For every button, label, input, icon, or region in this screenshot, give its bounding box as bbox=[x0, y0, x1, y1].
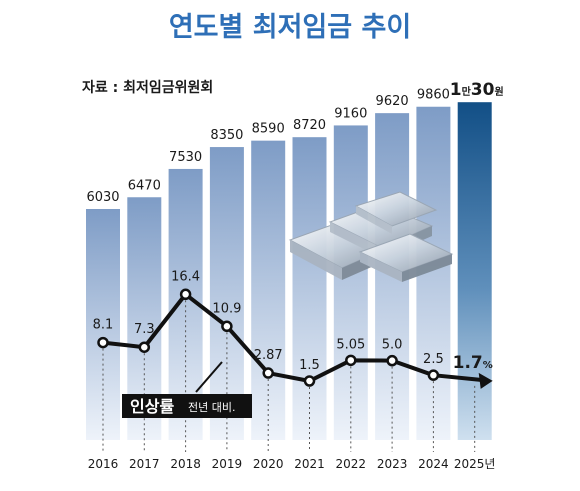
year-label: 2019 bbox=[212, 457, 243, 471]
rate-value-label: 1.7% bbox=[453, 353, 493, 373]
year-label: 2024 bbox=[418, 457, 449, 471]
dotted-guides bbox=[102, 300, 476, 452]
bar-value-label: 9860 bbox=[417, 88, 450, 103]
rate-legend: 인상률 전년 대비. bbox=[122, 361, 252, 418]
year-label: 2022 bbox=[336, 457, 367, 471]
bar-value-label: 9160 bbox=[334, 106, 367, 121]
bar-value-label: 7530 bbox=[169, 150, 202, 165]
rate-value-label: 2.5 bbox=[423, 352, 444, 367]
year-label: 2016 bbox=[88, 457, 119, 471]
rate-value-label: 16.4 bbox=[171, 269, 200, 284]
year-label: 2025년 bbox=[454, 457, 496, 471]
chart-title: 연도별 최저임금 추이 bbox=[169, 12, 411, 43]
bar-value-label: 8720 bbox=[293, 118, 326, 133]
bar-value-label: 6030 bbox=[86, 190, 119, 205]
bar-value-label: 8350 bbox=[210, 128, 243, 143]
rate-point-2016 bbox=[97, 336, 109, 349]
rate-value-label: 1.5 bbox=[299, 358, 320, 373]
bar-2021 bbox=[292, 137, 327, 440]
legend-box bbox=[122, 394, 252, 418]
source-label: 자료 : 최저임금위원회 bbox=[82, 80, 213, 96]
year-label: 2017 bbox=[129, 457, 160, 471]
rate-point-2023 bbox=[386, 354, 398, 367]
rate-point-2024 bbox=[427, 369, 440, 381]
rate-value-label: 2.87 bbox=[254, 348, 283, 363]
bar-2025년 bbox=[457, 102, 492, 440]
rate-value-label: 5.05 bbox=[336, 337, 365, 352]
rate-line-arrow bbox=[478, 372, 493, 389]
rate-value-label: 10.9 bbox=[212, 301, 241, 316]
bar-value-label: 6470 bbox=[128, 178, 161, 193]
rate-point-2018 bbox=[179, 288, 192, 301]
year-label: 2021 bbox=[294, 457, 325, 471]
legend-pointer bbox=[195, 361, 223, 393]
rate-point-2019 bbox=[221, 320, 233, 333]
rate-line-layer: 8.1 7.3 16.4 10.9 2.87 1.5 5.05 5.0 2.5 1.7% bbox=[93, 269, 493, 389]
rate-value-label: 8.1 bbox=[93, 318, 114, 333]
legend-main-label: 인상률 bbox=[130, 397, 174, 416]
rate-point-2021 bbox=[303, 375, 316, 387]
rate-point-2020 bbox=[262, 367, 274, 379]
bar-value-label: 9620 bbox=[376, 94, 409, 109]
rate-point-2022 bbox=[345, 354, 357, 367]
bar-2019 bbox=[209, 147, 244, 440]
legend-sub-label: 전년 대비. bbox=[188, 401, 235, 414]
year-axis: 2016 2017 2018 2019 2020 2021 2022 2023 2024 2025… bbox=[88, 457, 496, 471]
bar-value-label-last: 1만30원 bbox=[450, 80, 504, 100]
bar-2016 bbox=[86, 209, 120, 440]
bar-value-label: 8590 bbox=[252, 122, 285, 137]
silver-ingots-illustration bbox=[288, 191, 454, 282]
rate-point-2017 bbox=[138, 341, 151, 353]
rate-line bbox=[102, 292, 481, 383]
rate-value-label: 5.0 bbox=[382, 338, 403, 353]
year-label: 2023 bbox=[377, 457, 408, 471]
year-label: 2020 bbox=[253, 457, 284, 471]
rate-value-label: 7.3 bbox=[134, 322, 155, 337]
year-label: 2018 bbox=[170, 457, 201, 471]
